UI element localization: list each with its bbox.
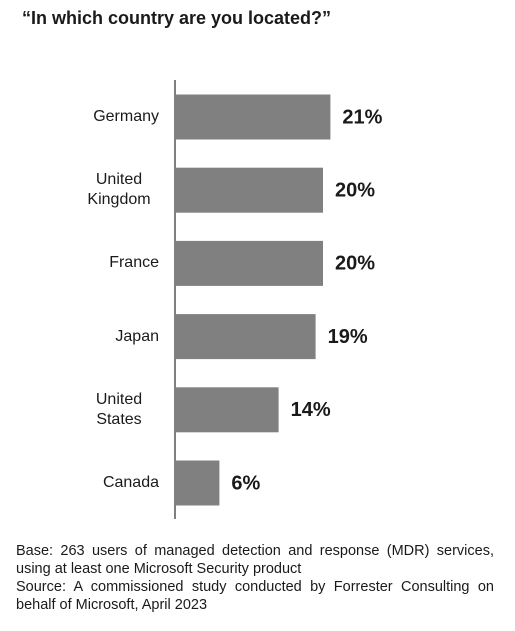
bar	[175, 460, 220, 506]
category-label: Canada	[29, 473, 159, 493]
category-text: Japan	[115, 327, 159, 345]
bar	[175, 387, 279, 433]
category-label: Japan	[29, 327, 159, 347]
category-text: France	[109, 254, 159, 272]
category-label: United Kingdom	[29, 170, 159, 210]
bar	[175, 94, 331, 140]
category-label: France	[29, 253, 159, 273]
note: Source: A commissioned study conducted b…	[16, 579, 494, 613]
chart-title: “In which country are you located?”	[22, 8, 332, 28]
category-text: Canada	[102, 474, 159, 491]
bar	[175, 240, 323, 286]
value-label: 6%	[231, 472, 260, 494]
bar	[175, 167, 323, 213]
value-label: 19%	[328, 326, 368, 348]
value-label: 21%	[342, 106, 382, 128]
value-label: 20%	[335, 179, 375, 201]
category-text: United States	[95, 390, 143, 428]
notes: Base: 263 users of managed detection and…	[16, 542, 494, 614]
category-text: United Kingdom	[87, 171, 151, 209]
bar	[175, 314, 316, 360]
category-label: United States	[29, 390, 159, 430]
note: Base: 263 users of managed detection and…	[16, 543, 494, 577]
value-label: 20%	[335, 253, 375, 275]
value-label: 14%	[291, 399, 331, 421]
category-text: Germany	[93, 108, 159, 125]
category-label: Germany	[29, 107, 159, 127]
